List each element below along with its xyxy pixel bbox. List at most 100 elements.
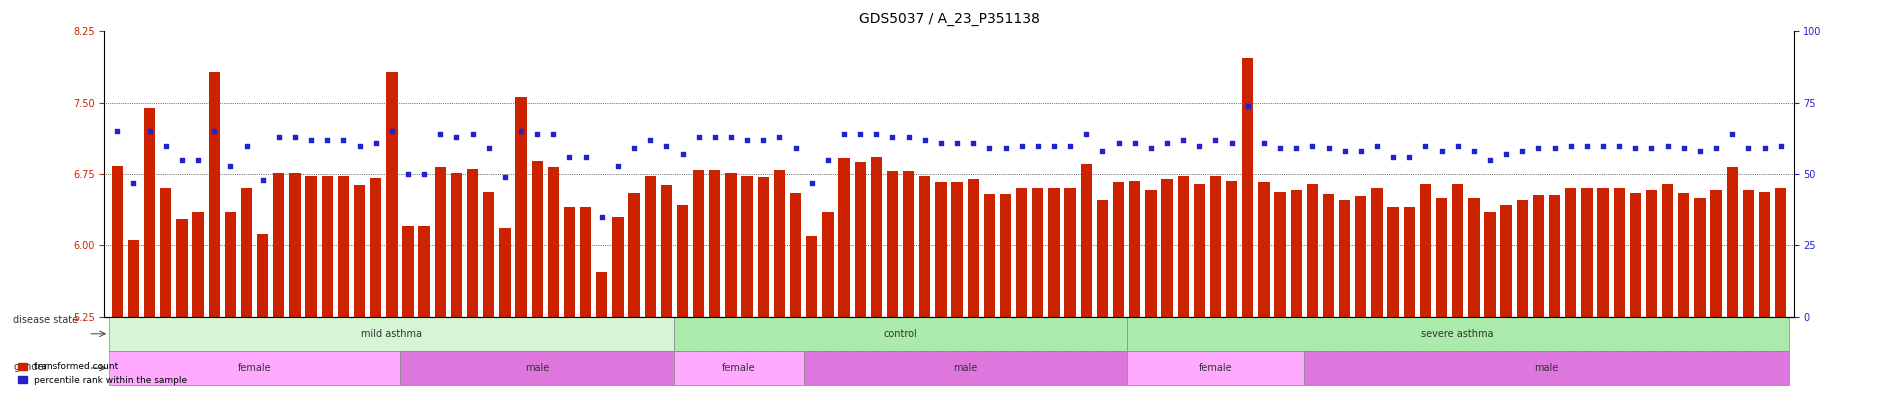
Bar [549,167,560,317]
Point [1249,140,1279,146]
Text: severe asthma: severe asthma [1422,329,1494,339]
Bar [1437,198,1446,317]
Point [393,171,423,177]
Point [797,180,828,186]
Point [199,128,230,134]
Point [1668,145,1699,152]
Point [571,154,602,160]
Point [1718,131,1748,137]
Point [1103,140,1133,146]
Point [668,151,698,157]
Bar [710,170,721,317]
Bar [1581,188,1592,317]
Bar [1097,200,1108,317]
Point [619,145,649,152]
Bar [936,182,947,317]
Point [376,128,406,134]
Bar [1727,167,1739,317]
Point [344,142,374,149]
Bar [484,192,493,317]
Point [1232,103,1262,109]
Point [1200,137,1230,143]
Point [1410,142,1441,149]
Point [539,131,569,137]
Bar [1663,184,1674,317]
Point [1152,140,1182,146]
Point [457,131,488,137]
Bar [1080,163,1091,317]
Bar [338,176,349,317]
Point [1135,145,1165,152]
Bar [370,178,381,317]
Point [812,157,843,163]
Bar [1338,200,1349,317]
Bar [353,185,364,317]
Point [700,134,731,140]
Point [1507,148,1537,154]
Bar [1370,188,1382,317]
Point [926,140,957,146]
Point [1701,145,1731,152]
Point [232,142,262,149]
Point [683,134,714,140]
Bar [1355,196,1367,317]
Text: mild asthma: mild asthma [361,329,423,339]
Bar [418,226,429,317]
Bar [1420,184,1431,317]
Point [974,145,1004,152]
Bar [1241,58,1253,317]
Bar [1405,208,1414,317]
Bar [385,72,397,317]
Bar [1387,208,1399,317]
Bar [903,171,915,317]
Point [1556,142,1587,149]
Bar [854,162,865,317]
Point [909,137,940,143]
Point [586,214,617,220]
Point [1329,148,1359,154]
Point [1427,148,1458,154]
Bar [1517,200,1528,317]
Point [877,134,907,140]
Text: male: male [526,363,549,373]
Point [765,134,795,140]
Bar [661,185,672,317]
Point [1023,142,1053,149]
Bar [1710,190,1721,317]
Point [1460,148,1490,154]
Point [1442,142,1473,149]
Bar [839,158,850,317]
Point [1572,142,1602,149]
Text: male: male [953,363,977,373]
Point [1621,145,1651,152]
Point [1217,140,1247,146]
Text: female: female [237,363,271,373]
Point [1378,154,1408,160]
Point [1120,140,1150,146]
Point [733,137,763,143]
Bar [1646,190,1657,317]
Point [1636,145,1666,152]
Bar [1469,198,1480,317]
Bar [757,177,769,317]
Legend: transformed count, percentile rank within the sample: transformed count, percentile rank withi… [13,359,190,389]
Bar [1695,198,1706,317]
Point [1184,142,1215,149]
Bar [693,170,704,317]
Bar [112,167,123,317]
Bar [725,173,736,317]
Text: male: male [1534,363,1558,373]
Bar [1015,188,1027,317]
Bar [919,176,930,317]
Point [1475,157,1505,163]
Bar [241,188,252,317]
Bar [1033,188,1044,317]
Bar [871,157,883,317]
Point [941,140,972,146]
Point [1038,142,1069,149]
Point [1264,145,1294,152]
Bar [628,193,640,317]
Bar [613,217,624,317]
Bar [1566,188,1577,317]
Bar [1534,195,1545,317]
